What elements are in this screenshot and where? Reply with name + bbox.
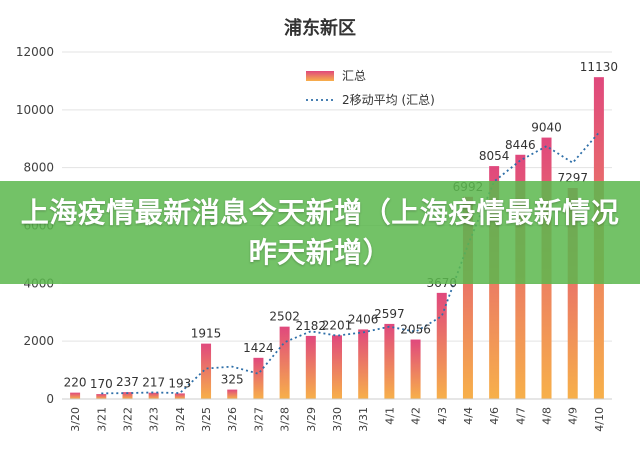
y-tick-label: 0 bbox=[46, 392, 54, 406]
x-tick-label: 3/30 bbox=[331, 407, 344, 432]
x-tick-label: 3/29 bbox=[305, 407, 318, 432]
data-label: 1915 bbox=[191, 327, 222, 341]
data-label: 2406 bbox=[348, 312, 379, 326]
bar bbox=[70, 392, 81, 399]
bar bbox=[462, 196, 473, 399]
data-label: 2201 bbox=[322, 318, 353, 332]
bar bbox=[122, 392, 133, 399]
bar bbox=[305, 335, 316, 399]
headline-text: 上海疫情最新消息今天新增（上海疫情最新情况昨天新增） bbox=[20, 195, 620, 269]
data-label: 325 bbox=[221, 373, 244, 387]
x-tick-label: 3/23 bbox=[148, 407, 161, 432]
bar bbox=[227, 389, 238, 399]
bar bbox=[279, 326, 290, 399]
data-label: 8054 bbox=[479, 149, 510, 163]
data-label: 2056 bbox=[400, 323, 431, 337]
data-label: 11130 bbox=[580, 60, 618, 74]
data-label: 170 bbox=[90, 377, 113, 391]
x-tick-label: 4/9 bbox=[567, 407, 580, 425]
y-tick-label: 12000 bbox=[16, 45, 54, 59]
bar bbox=[96, 394, 107, 399]
bar bbox=[436, 292, 447, 399]
x-tick-label: 4/7 bbox=[514, 407, 527, 425]
x-tick-label: 4/4 bbox=[462, 407, 475, 425]
x-tick-label: 4/3 bbox=[436, 407, 449, 425]
x-tick-label: 3/24 bbox=[174, 407, 187, 432]
chart-title: 浦东新区 bbox=[284, 17, 356, 39]
x-tick-label: 3/27 bbox=[252, 407, 265, 432]
x-tick-label: 3/31 bbox=[357, 407, 370, 432]
bar bbox=[332, 335, 342, 399]
bar bbox=[410, 339, 421, 399]
x-tick-label: 4/8 bbox=[541, 407, 554, 425]
x-tick-label: 3/22 bbox=[121, 407, 134, 432]
data-label: 193 bbox=[168, 376, 191, 390]
legend-label-line: 2移动平均 (汇总) bbox=[342, 93, 435, 107]
legend: 汇总 2移动平均 (汇总) bbox=[306, 69, 435, 107]
x-tick-label: 3/28 bbox=[279, 407, 292, 432]
y-tick-label: 2000 bbox=[23, 334, 54, 348]
x-tick-label: 3/26 bbox=[226, 407, 239, 432]
x-tick-label: 4/1 bbox=[383, 407, 396, 425]
moving-average-line bbox=[101, 131, 600, 395]
data-label: 9040 bbox=[531, 121, 562, 135]
x-tick-label: 4/6 bbox=[488, 407, 501, 425]
bar bbox=[253, 357, 264, 399]
legend-swatch-bar bbox=[306, 71, 334, 81]
data-label: 220 bbox=[64, 376, 87, 390]
y-tick-label: 8000 bbox=[23, 161, 54, 175]
data-label: 2597 bbox=[374, 307, 405, 321]
x-tick-label: 3/25 bbox=[200, 407, 213, 432]
legend-label-bar: 汇总 bbox=[342, 69, 366, 83]
data-label: 1424 bbox=[243, 341, 274, 355]
headline-banner: 上海疫情最新消息今天新增（上海疫情最新情况昨天新增） bbox=[0, 181, 640, 284]
data-label: 237 bbox=[116, 375, 139, 389]
data-label: 2502 bbox=[269, 310, 300, 324]
data-label: 217 bbox=[142, 376, 165, 390]
x-tick-label: 3/20 bbox=[69, 407, 82, 432]
bar bbox=[358, 329, 369, 399]
x-tick-label: 4/2 bbox=[410, 407, 423, 425]
bar bbox=[567, 187, 578, 399]
x-tick-label: 4/10 bbox=[593, 407, 606, 432]
bar bbox=[384, 323, 395, 399]
bar bbox=[174, 393, 185, 399]
data-label: 8446 bbox=[505, 138, 536, 152]
data-label: 2182 bbox=[296, 319, 327, 333]
y-tick-label: 10000 bbox=[16, 103, 54, 117]
bar bbox=[148, 392, 159, 399]
x-tick-label: 3/21 bbox=[95, 407, 108, 432]
bar bbox=[201, 343, 212, 399]
